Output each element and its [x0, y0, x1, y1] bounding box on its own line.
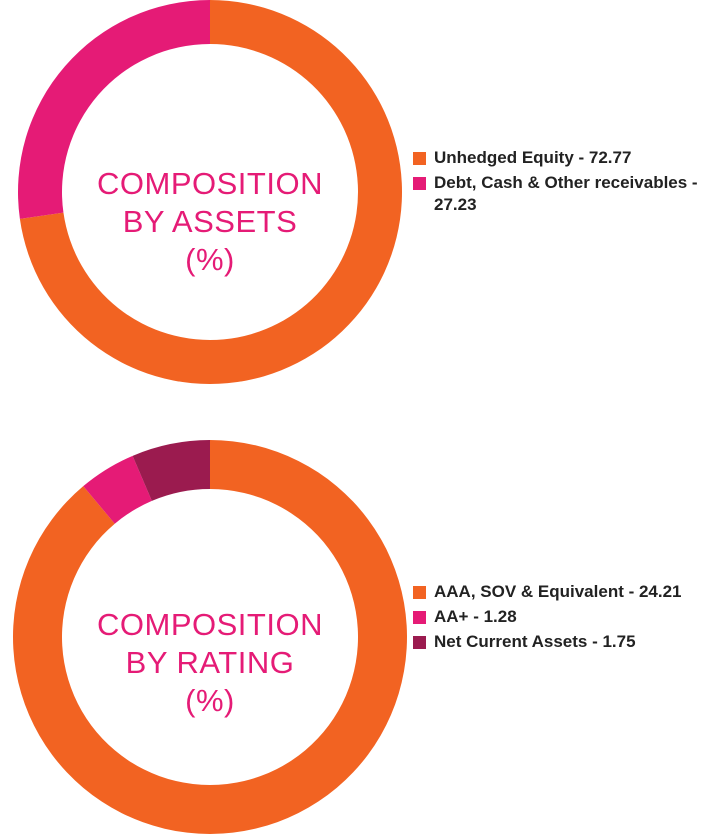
- assets-title-line-1: COMPOSITION: [97, 166, 323, 201]
- legend-swatch: [413, 636, 426, 649]
- rating-legend: AAA, SOV & Equivalent - 24.21 AA+ - 1.28 N…: [413, 581, 713, 656]
- assets-legend: Unhedged Equity - 72.77 Debt, Cash & Othe…: [413, 147, 713, 219]
- rating-title-line-1: COMPOSITION: [97, 607, 323, 642]
- rating-center-title: COMPOSITION BY RATING (%): [60, 606, 360, 720]
- composition-by-assets-chart: COMPOSITION BY ASSETS (%) Unhedged Equit…: [0, 0, 723, 400]
- composition-by-rating-chart: COMPOSITION BY RATING (%) AAA, SOV & Equ…: [0, 440, 723, 839]
- legend-label: AAA, SOV & Equivalent - 24.21: [434, 582, 682, 601]
- legend-swatch: [413, 586, 426, 599]
- legend-item: Unhedged Equity - 72.77: [413, 147, 713, 169]
- legend-label: Debt, Cash & Other receivables - 27.23: [434, 173, 698, 214]
- rating-donut: [12, 440, 407, 834]
- assets-center-title: COMPOSITION BY ASSETS (%): [60, 165, 360, 279]
- rating-title-line-2: BY RATING: [125, 645, 295, 680]
- rating-slice-net-current-assets: [132, 440, 210, 501]
- legend-swatch: [413, 177, 426, 190]
- legend-item: AAA, SOV & Equivalent - 24.21: [413, 581, 713, 603]
- assets-donut: [18, 0, 402, 384]
- rating-slice-aa: [83, 455, 152, 524]
- legend-label: Net Current Assets - 1.75: [434, 632, 636, 651]
- assets-title-line-3: (%): [185, 242, 235, 277]
- legend-item: AA+ - 1.28: [413, 606, 713, 628]
- legend-item: Net Current Assets - 1.75: [413, 631, 713, 653]
- legend-swatch: [413, 152, 426, 165]
- rating-title-line-3: (%): [185, 683, 235, 718]
- legend-swatch: [413, 611, 426, 624]
- assets-title-line-2: BY ASSETS: [122, 204, 298, 239]
- legend-label: AA+ - 1.28: [434, 607, 517, 626]
- legend-item: Debt, Cash & Other receivables - 27.23: [413, 172, 713, 216]
- assets-slice-debt-cash-other-receivables: [18, 0, 211, 219]
- legend-label: Unhedged Equity - 72.77: [434, 148, 632, 167]
